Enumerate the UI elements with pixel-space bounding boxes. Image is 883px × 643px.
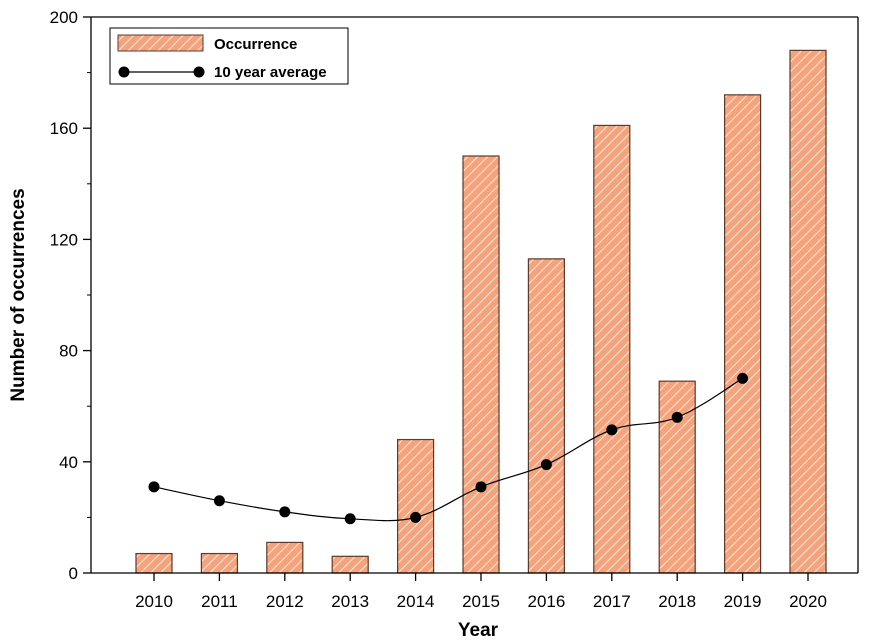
- bar-2011: [200, 552, 238, 574]
- bar-2012: [266, 541, 304, 574]
- y-tick-label-200: 200: [50, 8, 78, 27]
- average-point-2010: [148, 481, 160, 493]
- x-tick-label-2019: 2019: [724, 592, 762, 611]
- legend-swatch-average-marker-right: [193, 66, 205, 78]
- x-tick-label-2013: 2013: [331, 592, 369, 611]
- legend-swatch-average-marker-left: [118, 66, 130, 78]
- average-point-2013: [344, 513, 356, 525]
- bar-2014: [397, 438, 435, 574]
- x-tick-label-2018: 2018: [658, 592, 696, 611]
- x-tick-label-2011: 2011: [201, 592, 238, 611]
- average-point-2018: [671, 411, 683, 423]
- x-tick-label-2010: 2010: [135, 592, 173, 611]
- y-ticks: 0 40 80 120 160 200: [50, 8, 91, 583]
- bar-2015: [462, 155, 500, 574]
- average-point-2015: [475, 481, 487, 493]
- x-tick-label-2016: 2016: [527, 592, 565, 611]
- legend-label-average: 10 year average: [214, 64, 327, 81]
- bar-2017: [593, 124, 631, 574]
- x-tick-label-2020: 2020: [789, 592, 827, 611]
- average-line-layer: [148, 372, 749, 525]
- y-tick-label-120: 120: [50, 230, 78, 249]
- bar-2018: [658, 380, 696, 574]
- bar-2020: [789, 49, 827, 574]
- bar-2019: [723, 94, 762, 574]
- y-tick-label-80: 80: [59, 342, 78, 361]
- average-point-2017: [606, 424, 618, 436]
- bar-2016: [527, 258, 566, 574]
- bars-layer: [135, 49, 827, 574]
- x-tick-label-2012: 2012: [266, 592, 304, 611]
- x-tick-label-2014: 2014: [397, 592, 435, 611]
- y-tick-label-40: 40: [59, 453, 78, 472]
- y-tick-label-0: 0: [69, 564, 78, 583]
- average-point-2014: [410, 511, 422, 523]
- x-tick-label-2015: 2015: [462, 592, 500, 611]
- legend-label-occurrence: Occurrence: [214, 36, 297, 53]
- y-axis-title: Number of occurrences: [8, 188, 29, 401]
- legend: Occurrence 10 year average: [109, 27, 349, 85]
- average-point-2011: [213, 495, 225, 507]
- average-point-2016: [540, 459, 552, 471]
- bar-2010: [135, 552, 173, 574]
- y-tick-label-160: 160: [50, 119, 78, 138]
- bar-2013: [331, 555, 369, 574]
- x-tick-label-2017: 2017: [593, 592, 631, 611]
- legend-swatch-occurrence: [117, 34, 204, 52]
- average-point-2019: [737, 372, 749, 384]
- x-ticks: 2010 2011 2012 2013 2014 2015 2016 2017 2018 2019…: [135, 573, 827, 611]
- average-line: [153, 377, 743, 522]
- average-point-2012: [279, 506, 291, 518]
- x-axis-title: Year: [458, 620, 499, 641]
